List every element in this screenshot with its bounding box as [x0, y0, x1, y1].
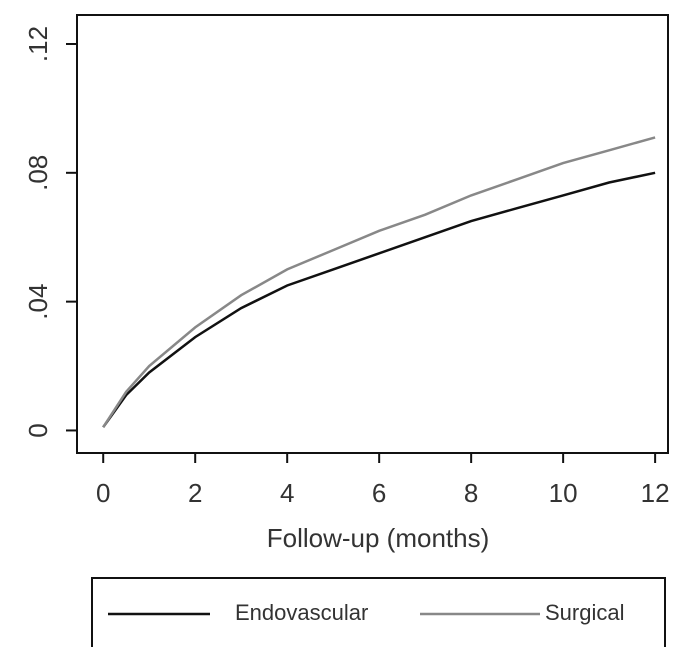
plot-frame: [76, 14, 669, 454]
x-axis-label: Follow-up (months): [267, 523, 490, 553]
legend-box: [91, 577, 666, 647]
x-tick-label: 8: [464, 478, 478, 508]
y-tick-label: .08: [23, 155, 53, 191]
x-tick-label: 4: [280, 478, 294, 508]
x-tick-label: 6: [372, 478, 386, 508]
x-tick-label: 2: [188, 478, 202, 508]
y-tick-label: .04: [23, 284, 53, 320]
x-tick-label: 12: [641, 478, 670, 508]
series-line: [102, 136, 656, 428]
y-tick-label: 0: [23, 423, 53, 437]
legend-label: Surgical: [545, 600, 624, 625]
y-tick-label: .12: [23, 26, 53, 62]
x-tick-label: 0: [96, 478, 110, 508]
series-line: [102, 171, 656, 428]
x-tick-label: 10: [549, 478, 578, 508]
legend-label: Endovascular: [235, 600, 368, 625]
